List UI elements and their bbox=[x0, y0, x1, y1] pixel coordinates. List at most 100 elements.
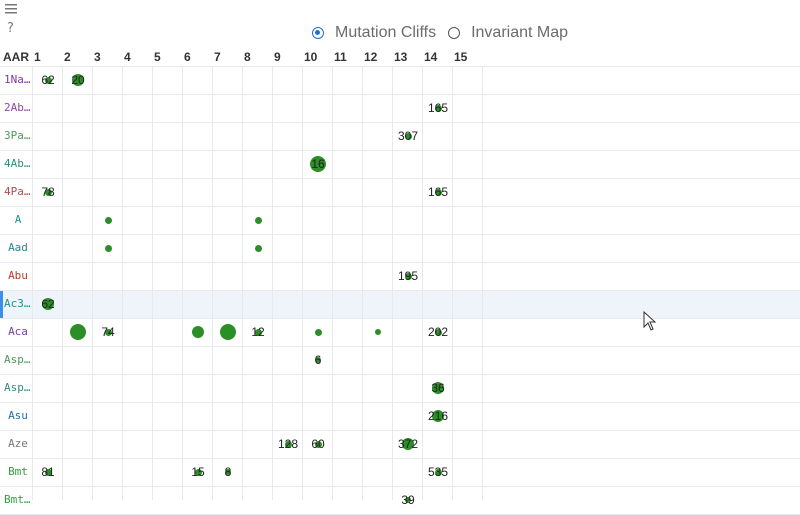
column-header[interactable]: 3 bbox=[94, 50, 101, 64]
column-header[interactable]: 13 bbox=[394, 50, 408, 64]
cliff-dot[interactable] bbox=[434, 104, 442, 112]
hamburger-icon[interactable] bbox=[4, 2, 18, 16]
cliff-count: 307 bbox=[397, 129, 419, 143]
cliff-dot[interactable] bbox=[432, 410, 444, 422]
mouse-cursor-icon bbox=[643, 311, 657, 331]
mode-mutation-cliffs-radio[interactable]: Mutation Cliffs bbox=[312, 24, 436, 42]
grid-row-line bbox=[0, 402, 800, 403]
row-label[interactable]: Asu bbox=[8, 409, 28, 422]
cliff-dot[interactable] bbox=[314, 440, 322, 448]
cliff-dot[interactable] bbox=[44, 188, 52, 196]
cliff-count: 36 bbox=[431, 381, 445, 395]
cliff-count: 16 bbox=[311, 157, 325, 171]
column-header[interactable]: 9 bbox=[274, 50, 281, 64]
corner-header[interactable]: AAR bbox=[3, 50, 29, 64]
cliff-count: 15 bbox=[191, 465, 205, 479]
row-label[interactable]: Aze bbox=[8, 437, 28, 450]
row-label[interactable]: Asp… bbox=[4, 353, 31, 366]
question-icon[interactable]: ? bbox=[4, 20, 18, 34]
cliff-dot[interactable] bbox=[225, 469, 231, 475]
cliff-dot[interactable] bbox=[254, 216, 262, 224]
cliff-dot[interactable] bbox=[434, 188, 442, 196]
cliff-dot[interactable] bbox=[404, 272, 412, 280]
cliff-count: 6 bbox=[314, 353, 322, 367]
cliff-dot[interactable] bbox=[104, 244, 112, 252]
column-header[interactable]: 11 bbox=[334, 50, 347, 64]
grid-row-line bbox=[0, 430, 800, 431]
row-label[interactable]: 3Pa… bbox=[4, 129, 31, 142]
grid-row-line bbox=[0, 374, 800, 375]
cliff-dot[interactable] bbox=[404, 132, 412, 140]
cliff-dot[interactable] bbox=[402, 438, 414, 450]
row-label[interactable]: Abu bbox=[8, 269, 28, 282]
cliff-count: 78 bbox=[41, 185, 55, 199]
grid-row-line bbox=[0, 178, 800, 179]
mode-switch: Mutation Cliffs Invariant Map bbox=[312, 22, 580, 44]
column-header[interactable]: 8 bbox=[244, 50, 251, 64]
grid-row-line bbox=[0, 150, 800, 151]
grid-col-line bbox=[62, 66, 63, 500]
grid-row-line bbox=[0, 94, 800, 95]
cliff-dot[interactable] bbox=[375, 329, 381, 335]
grid-col-line bbox=[332, 66, 333, 500]
cliff-dot[interactable] bbox=[315, 357, 321, 363]
cliff-count: 535 bbox=[427, 465, 449, 479]
row-label[interactable]: Bmt bbox=[8, 465, 28, 478]
row-label[interactable]: 2Ab… bbox=[4, 101, 31, 114]
grid-row-line bbox=[0, 234, 800, 235]
cliff-dot[interactable] bbox=[314, 328, 322, 336]
mode-invariant-map-radio[interactable]: Invariant Map bbox=[448, 24, 568, 42]
column-header[interactable]: 14 bbox=[424, 50, 438, 64]
row-label[interactable]: Aca bbox=[8, 325, 28, 338]
cliff-dot[interactable] bbox=[432, 382, 444, 394]
cliff-count: 216 bbox=[427, 409, 449, 423]
cliff-dot[interactable] bbox=[194, 468, 202, 476]
cliff-dot[interactable] bbox=[284, 440, 292, 448]
cliff-dot[interactable] bbox=[104, 328, 112, 336]
column-header[interactable]: 4 bbox=[124, 50, 131, 64]
cliff-dot[interactable] bbox=[42, 298, 54, 310]
column-header[interactable]: 2 bbox=[64, 50, 71, 64]
column-header[interactable]: 1 bbox=[34, 50, 41, 64]
column-header[interactable]: 7 bbox=[214, 50, 221, 64]
cliff-dot[interactable] bbox=[220, 324, 236, 340]
column-header[interactable]: 15 bbox=[454, 50, 468, 64]
cliff-count: 165 bbox=[427, 101, 449, 115]
cliff-dot[interactable] bbox=[44, 468, 52, 476]
row-label[interactable]: 1Na… bbox=[4, 73, 31, 86]
cliff-dot[interactable] bbox=[434, 468, 442, 476]
row-label[interactable]: 4Ab… bbox=[4, 157, 31, 170]
cliff-dot[interactable] bbox=[70, 324, 86, 340]
cliff-dot[interactable] bbox=[72, 74, 84, 86]
cliff-dot[interactable] bbox=[434, 328, 442, 336]
grid-col-line bbox=[302, 66, 303, 500]
column-header[interactable]: 12 bbox=[364, 50, 378, 64]
grid-row-line bbox=[0, 66, 800, 67]
cliff-count: 195 bbox=[397, 269, 419, 283]
cliff-dot[interactable] bbox=[44, 76, 52, 84]
grid-col-line bbox=[152, 66, 153, 500]
grid-col-line bbox=[32, 66, 33, 500]
grid-col-line bbox=[122, 66, 123, 500]
cliff-dot[interactable] bbox=[104, 216, 112, 224]
cliff-dot[interactable] bbox=[254, 244, 262, 252]
cliff-dot[interactable] bbox=[192, 326, 204, 338]
grid-col-line bbox=[272, 66, 273, 500]
cliff-dot[interactable] bbox=[310, 156, 326, 172]
radio-selected-icon bbox=[312, 27, 324, 39]
cliff-dot[interactable] bbox=[254, 328, 262, 336]
row-label[interactable]: A bbox=[14, 213, 22, 226]
row-label[interactable]: 4Pa… bbox=[4, 185, 31, 198]
grid-row-line bbox=[0, 486, 800, 487]
column-header[interactable]: 10 bbox=[304, 50, 318, 64]
row-label[interactable]: Aad bbox=[8, 241, 28, 254]
row-label[interactable]: Ac3… bbox=[4, 297, 31, 310]
grid-col-line bbox=[242, 66, 243, 500]
grid-row-line bbox=[0, 318, 800, 319]
cliff-count: 81 bbox=[41, 465, 55, 479]
row-label[interactable]: Asp… bbox=[4, 381, 31, 394]
column-header[interactable]: 5 bbox=[154, 50, 161, 64]
column-header[interactable]: 6 bbox=[184, 50, 191, 64]
grid-col-line bbox=[212, 66, 213, 500]
